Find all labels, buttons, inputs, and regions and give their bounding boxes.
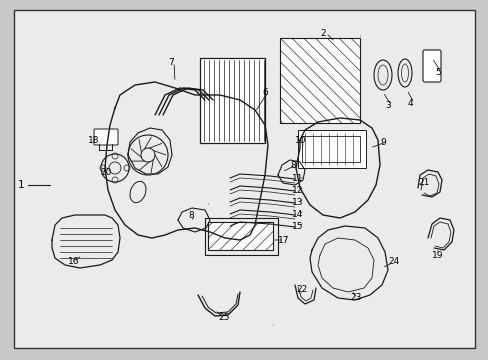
Text: 13: 13	[291, 198, 303, 207]
FancyBboxPatch shape	[94, 129, 118, 145]
Bar	[200, 58, 264, 143]
Text: 18: 18	[88, 135, 99, 144]
Text: 2: 2	[319, 28, 325, 37]
Text: 17: 17	[278, 235, 289, 244]
Text: 1: 1	[18, 180, 24, 190]
Text: 8: 8	[289, 161, 295, 170]
Text: 22: 22	[295, 285, 306, 294]
Text: 10: 10	[294, 135, 306, 144]
Text: 7: 7	[168, 58, 173, 67]
Text: 23: 23	[349, 293, 361, 302]
Bar	[207, 222, 272, 250]
Text: 21: 21	[417, 177, 428, 186]
Bar	[302, 136, 359, 162]
Text: 9: 9	[379, 138, 385, 147]
FancyBboxPatch shape	[422, 50, 440, 82]
Text: 12: 12	[291, 185, 303, 194]
Text: 11: 11	[291, 174, 303, 183]
Text: 19: 19	[431, 251, 443, 260]
Text: 16: 16	[68, 257, 80, 266]
Text: 25: 25	[218, 314, 229, 323]
Bar	[297, 130, 365, 168]
Text: 20: 20	[100, 167, 111, 176]
Text: 15: 15	[291, 221, 303, 230]
Text: 6: 6	[262, 87, 267, 96]
Text: 4: 4	[407, 99, 413, 108]
Bar	[280, 38, 359, 123]
Text: 24: 24	[387, 257, 398, 266]
Text: 14: 14	[291, 210, 303, 219]
Text: 3: 3	[384, 100, 390, 109]
Text: 5: 5	[434, 68, 440, 77]
Text: 8: 8	[187, 211, 193, 220]
